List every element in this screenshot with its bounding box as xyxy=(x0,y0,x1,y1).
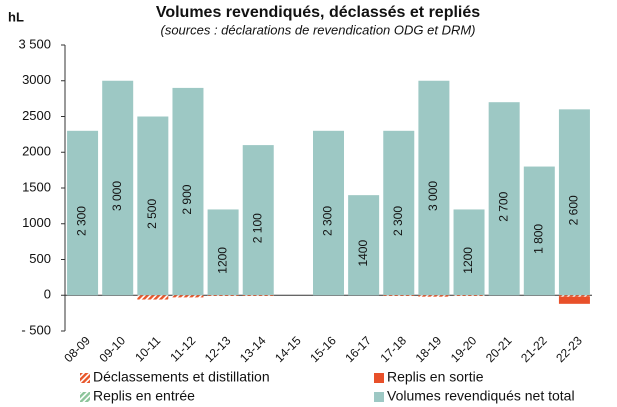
bar xyxy=(207,209,239,296)
y-tick-label: 500 xyxy=(29,251,51,266)
y-tick-label: - 500 xyxy=(21,322,51,337)
value-label: 1 800 xyxy=(531,224,545,254)
y-axis-label: hL xyxy=(8,9,24,24)
value-label: 1200 xyxy=(215,247,229,274)
x-tick-label: 08-09 xyxy=(61,333,93,365)
value-label: 3 000 xyxy=(426,181,440,211)
y-tick-label: 3000 xyxy=(22,72,51,87)
x-tick-label: 16-17 xyxy=(342,333,374,365)
bar xyxy=(383,295,415,296)
legend-swatch xyxy=(80,392,90,402)
x-tick-label: 19-20 xyxy=(448,333,480,365)
bar xyxy=(523,166,555,296)
x-tick-label: 21-22 xyxy=(518,333,550,365)
bar xyxy=(418,295,450,297)
bar xyxy=(172,87,204,296)
bar xyxy=(67,130,99,296)
bar xyxy=(488,102,520,296)
chart-subtitle: (sources : déclarations de revendication… xyxy=(160,22,475,37)
legend-label: Replis en entrée xyxy=(93,388,195,404)
chart-title: Volumes revendiqués, déclassés et replié… xyxy=(156,4,480,21)
x-tick-label: 15-16 xyxy=(307,333,339,365)
x-tick-label: 09-10 xyxy=(96,333,128,365)
y-tick-label: 2500 xyxy=(22,108,51,123)
value-label: 2 100 xyxy=(250,213,264,243)
bar xyxy=(207,295,239,296)
bar xyxy=(137,116,169,296)
x-tick-label: 13-14 xyxy=(237,333,269,365)
value-label: 2 300 xyxy=(75,206,89,236)
y-tick-label: 2000 xyxy=(22,144,51,159)
bar xyxy=(137,295,169,300)
y-tick-label: 3 500 xyxy=(18,36,51,51)
bar xyxy=(558,296,590,304)
legend-label: Replis en sortie xyxy=(387,369,484,385)
bar xyxy=(172,295,204,298)
value-label: 1200 xyxy=(461,247,475,274)
value-label: 2 500 xyxy=(145,199,159,229)
bar xyxy=(102,80,134,296)
legend-label: Déclassements et distillation xyxy=(93,369,270,385)
x-tick-label: 11-12 xyxy=(167,333,198,364)
value-label: 2 900 xyxy=(180,184,194,214)
value-label: 1400 xyxy=(356,240,370,267)
bar xyxy=(453,295,485,296)
x-tick-label: 18-19 xyxy=(413,333,445,365)
bar xyxy=(558,109,590,296)
legend-swatch xyxy=(374,392,384,402)
bar xyxy=(242,295,274,296)
value-label: 2 700 xyxy=(496,191,510,221)
bar xyxy=(313,130,344,296)
y-tick-label: 1000 xyxy=(22,215,51,230)
legend-swatch xyxy=(374,373,384,383)
bar xyxy=(558,295,590,297)
x-tick-label: 20-21 xyxy=(483,333,515,365)
y-tick-label: 0 xyxy=(44,287,51,302)
bar xyxy=(383,130,415,296)
x-tick-label: 14-15 xyxy=(272,333,304,365)
value-label: 2 300 xyxy=(391,206,405,236)
value-label: 2 300 xyxy=(321,206,335,236)
bar xyxy=(418,80,450,296)
legend-label: Volumes revendiqués net total xyxy=(387,388,575,404)
x-tick-label: 12-13 xyxy=(202,333,234,365)
bar xyxy=(242,145,274,296)
legend-swatch xyxy=(80,373,90,383)
x-tick-label: 17-18 xyxy=(378,333,410,365)
value-label: 3 000 xyxy=(110,181,124,211)
bar xyxy=(453,209,485,296)
x-tick-label: 22-23 xyxy=(553,333,585,365)
y-tick-label: 1500 xyxy=(22,179,51,194)
x-tick-label: 10-11 xyxy=(132,333,163,364)
value-label: 2 600 xyxy=(567,195,581,225)
bar xyxy=(348,195,380,296)
